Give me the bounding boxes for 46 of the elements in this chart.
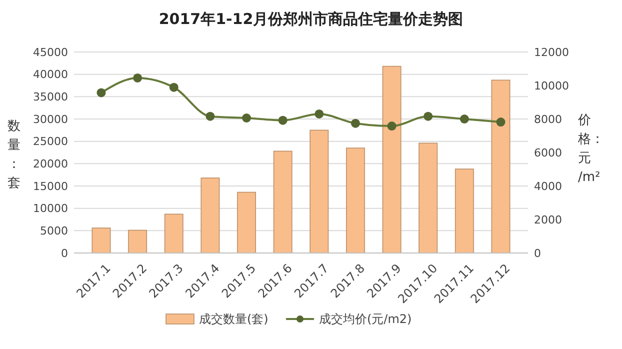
y2-tick-label: 8000: [534, 112, 562, 126]
point: [424, 112, 433, 121]
bar: [237, 192, 256, 254]
y-tick-label: 40000: [33, 68, 68, 82]
point: [387, 122, 396, 131]
bar: [92, 228, 111, 254]
legend-label: 成交数量(套): [199, 312, 268, 326]
y2-tick-label: 6000: [534, 146, 562, 160]
point: [278, 116, 288, 125]
point: [496, 118, 506, 127]
y-tick-label: 30000: [33, 112, 68, 126]
bar: [491, 80, 510, 254]
bar: [382, 66, 402, 254]
y-tick-label: 0: [61, 246, 68, 260]
bar: [418, 142, 438, 254]
point: [314, 109, 324, 118]
y-tick-label: 15000: [33, 180, 68, 193]
bar: [128, 230, 148, 254]
y-axis-title: 数量：套: [8, 119, 20, 191]
legend-label: 成交均价(元/m2): [319, 312, 412, 326]
bar: [310, 130, 329, 254]
y2-tick-label: 4000: [534, 180, 562, 193]
bar: [273, 150, 292, 254]
y-tick-label: 35000: [33, 90, 68, 104]
y-tick-label: 5000: [40, 224, 68, 238]
point: [242, 113, 252, 122]
point: [96, 88, 106, 98]
y2-tick-label: 10000: [534, 79, 569, 92]
y2-tick-label: 12000: [534, 46, 569, 59]
y2-axis-title: 价格：元/m²: [577, 113, 604, 185]
y-tick-label: 25000: [33, 135, 68, 148]
y2-tick-label: 2000: [534, 213, 562, 226]
bar: [164, 214, 184, 254]
y-tick-label: 45000: [33, 46, 68, 59]
bar: [200, 178, 220, 254]
y-tick-label: 10000: [33, 202, 68, 216]
bar: [454, 168, 474, 254]
y2-tick-label: 0: [534, 246, 541, 260]
point: [350, 118, 360, 128]
y-tick-label: 20000: [33, 158, 68, 171]
bar: [346, 148, 365, 254]
point: [460, 114, 469, 124]
point: [133, 73, 142, 82]
point: [169, 82, 178, 92]
chart-title: 2017年1-12月份郑州市商品住宅量价走势图: [158, 10, 464, 28]
point: [206, 112, 215, 121]
